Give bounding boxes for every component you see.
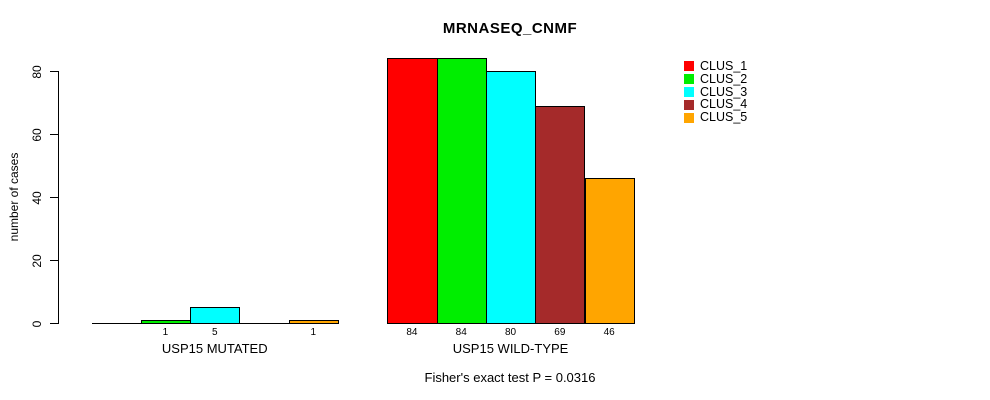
legend-label: CLUS_5 xyxy=(700,110,748,125)
y-tick-label: 80 xyxy=(30,64,44,79)
y-tick xyxy=(50,323,58,324)
y-tick-label: 20 xyxy=(30,253,44,268)
legend-item-clus_4: CLUS_4 xyxy=(684,98,747,111)
y-axis-label: number of cases xyxy=(7,152,21,242)
legend-item-clus_2: CLUS_2 xyxy=(684,71,748,86)
y-tick xyxy=(50,197,58,198)
legend-label: CLUS_3 xyxy=(700,84,748,99)
y-tick xyxy=(50,260,58,261)
bar-clus_3-wildtype xyxy=(485,71,537,324)
y-tick-label: 60 xyxy=(30,127,44,142)
y-tick xyxy=(50,134,58,135)
bar-clus_4-wildtype xyxy=(535,105,586,324)
legend-swatch xyxy=(684,74,694,85)
legend-label: CLUS_4 xyxy=(700,97,748,112)
x-category-label: USP15 MUTATED xyxy=(161,341,268,356)
bar-value-label: 69 xyxy=(554,327,566,338)
legend-item-clus_3: CLUS_3 xyxy=(684,84,748,99)
legend-item-clus_1: CLUS_1 xyxy=(684,60,747,73)
bar-clus_2-wildtype xyxy=(436,58,487,324)
bar-value-label: 84 xyxy=(406,327,418,338)
y-axis-line xyxy=(58,71,59,324)
bar-clus_5-wildtype xyxy=(584,178,635,324)
legend-label: CLUS_2 xyxy=(700,71,748,86)
legend-swatch xyxy=(684,61,694,72)
legend: CLUS_1 CLUS_2 CLUS_3 CLUS_4 CLUS_5 xyxy=(684,60,747,124)
footer-pvalue: Fisher's exact test P = 0.0316 xyxy=(424,370,596,385)
legend-swatch xyxy=(684,112,694,123)
bar-clus_1-wildtype xyxy=(387,58,438,324)
bar-clus_5-mutated xyxy=(288,319,339,324)
bar-clus_3-mutated xyxy=(190,307,241,324)
legend-label: CLUS_1 xyxy=(700,59,748,73)
chart-title: MRNASEQ_CNMF xyxy=(442,20,578,37)
legend-swatch xyxy=(684,99,694,110)
y-tick-label: 40 xyxy=(30,190,44,205)
bar-clus_2-mutated xyxy=(140,319,192,324)
legend-swatch xyxy=(684,86,694,97)
bar-value-label: 1 xyxy=(310,327,317,338)
x-category-label: USP15 WILD-TYPE xyxy=(452,341,569,356)
y-tick xyxy=(50,71,58,72)
y-tick-label: 0 xyxy=(30,320,44,327)
bar-value-label: 5 xyxy=(211,327,218,338)
bar-value-label: 84 xyxy=(455,327,467,338)
bar-value-label: 1 xyxy=(162,327,169,338)
bar-value-label: 46 xyxy=(603,327,615,338)
bar-value-label: 80 xyxy=(504,327,517,338)
legend-item-clus_5: CLUS_5 xyxy=(684,111,747,124)
